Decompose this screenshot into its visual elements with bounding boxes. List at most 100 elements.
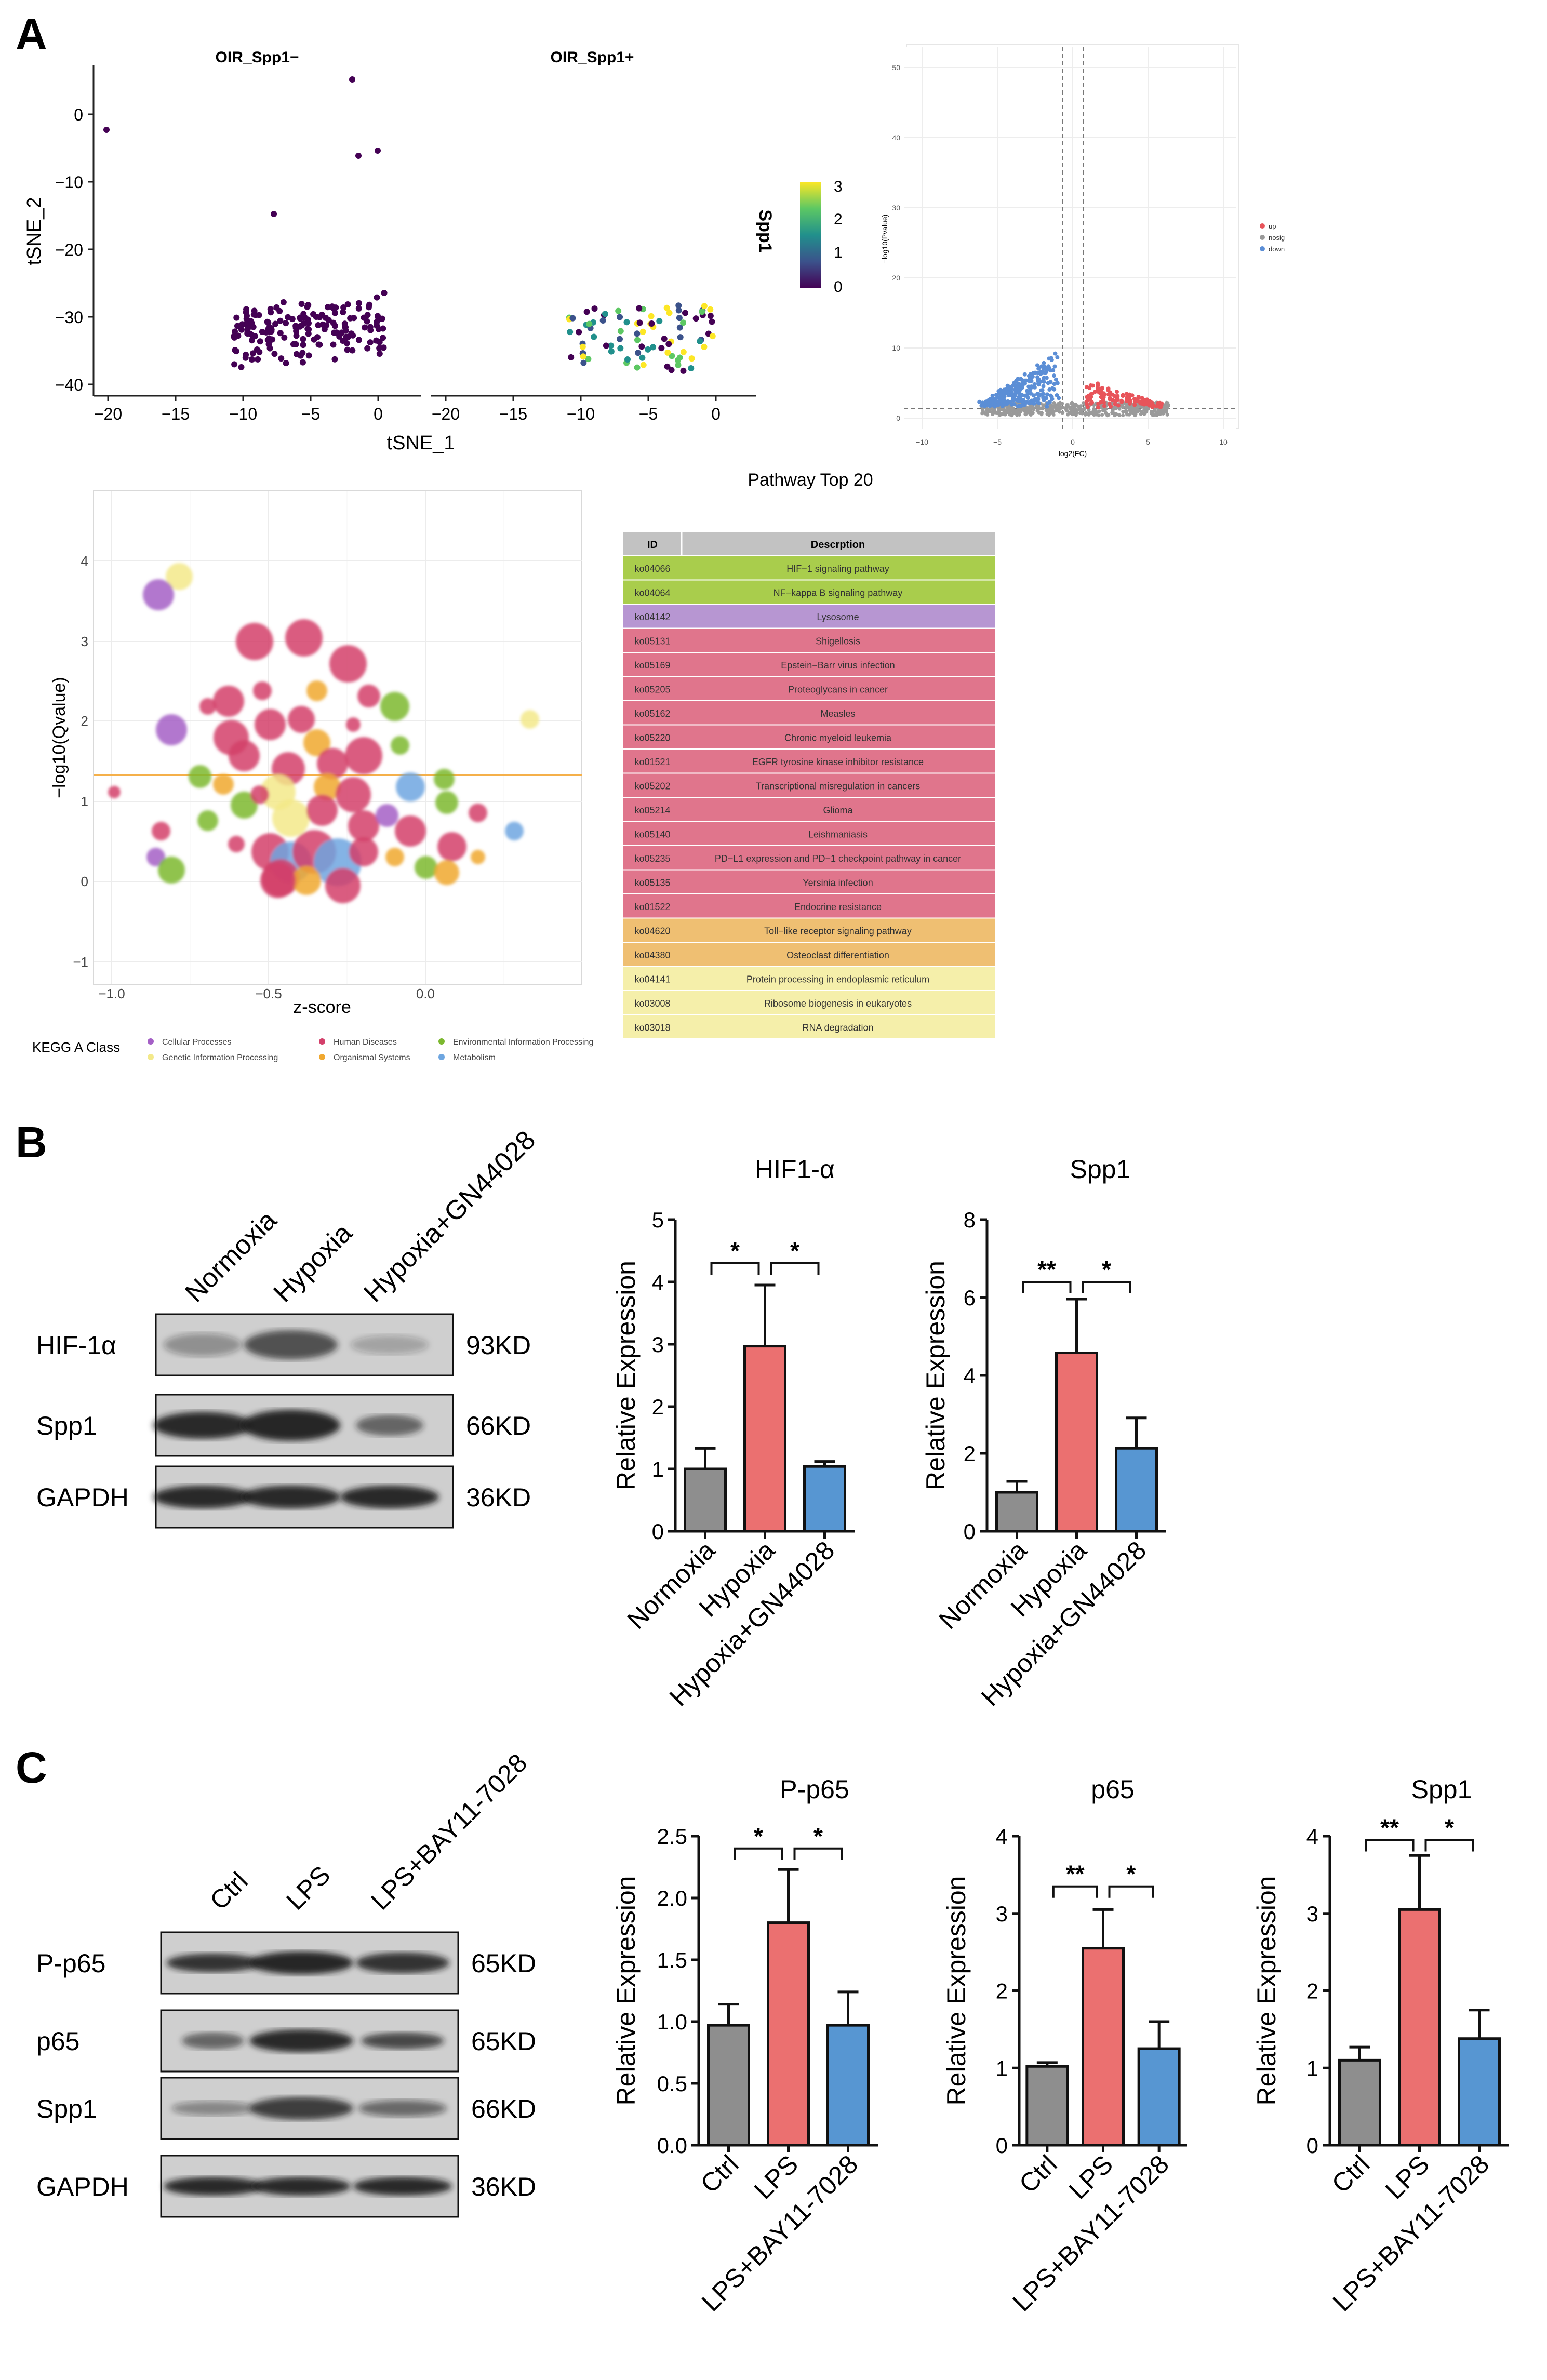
blot-lane-label: LPS+BAY11-7028 <box>365 1748 532 1915</box>
volcano-point <box>1029 412 1033 417</box>
tsne-point <box>361 324 368 331</box>
volcano-point <box>1045 404 1049 409</box>
volcano-point <box>1039 388 1044 393</box>
volcano-point <box>1053 351 1058 356</box>
tsne-ytick-label: −10 <box>55 173 83 192</box>
pathway-row <box>623 605 995 628</box>
chart-ytick-label: 3 <box>1306 1902 1318 1926</box>
blot-lane-label: Hypoxia+GN44028 <box>358 1125 541 1308</box>
blot-band <box>242 1410 340 1441</box>
tsne-point <box>330 341 337 348</box>
volcano-point <box>1119 399 1124 404</box>
kegg-bubble <box>437 832 466 861</box>
pathway-description: EGFR tyrosine kinase inhibitor resistanc… <box>752 757 924 767</box>
tsne-point <box>280 299 287 305</box>
tsne-point <box>664 349 671 356</box>
blot-protein-label: GAPDH <box>36 1483 129 1512</box>
pathway-row <box>623 894 995 918</box>
blot-band <box>244 1330 338 1359</box>
volcano-point <box>981 410 985 415</box>
volcano-xtick-label: 0 <box>1071 438 1075 446</box>
kegg-legend-label: Cellular Processes <box>162 1038 231 1047</box>
volcano-point <box>1117 413 1122 417</box>
tsne-point <box>364 345 371 352</box>
volcano-point <box>1005 383 1010 388</box>
chart-significance-bracket <box>793 1847 843 1860</box>
chart-bar <box>707 2024 750 2147</box>
pathway-description: Leishmaniasis <box>808 830 868 840</box>
tsne-point <box>608 342 615 349</box>
chart-ytick-label: 1 <box>652 1457 664 1481</box>
chart-ytick-label: 3 <box>652 1332 664 1357</box>
tsne-point <box>271 211 277 217</box>
volcano-point <box>1153 409 1157 413</box>
bubble-xtick-label: 0.0 <box>416 986 435 1001</box>
volcano-point <box>1016 387 1020 392</box>
volcano-point <box>1052 373 1057 378</box>
volcano-point <box>1132 396 1137 401</box>
tsne-xtick-label: −10 <box>229 405 257 423</box>
volcano-ytick-label: 20 <box>892 274 900 282</box>
tsne-point <box>249 350 256 357</box>
chart-ytick-label: 0 <box>652 1519 664 1544</box>
tsne-point <box>243 306 250 313</box>
volcano-point <box>1084 411 1088 415</box>
volcano-point <box>1096 383 1100 387</box>
tsne-point <box>583 309 590 315</box>
tsne-point <box>675 302 682 309</box>
volcano-legend-label: nosig <box>1269 234 1285 242</box>
volcano-point <box>1028 377 1032 381</box>
tsne-point <box>252 333 259 340</box>
kegg-bubble <box>306 680 327 701</box>
volcano-point <box>1097 409 1101 413</box>
volcano-point <box>1097 413 1101 418</box>
tsne-point <box>257 338 263 345</box>
tsne-title-pos: OIR_Spp1+ <box>551 49 634 66</box>
tsne-point <box>272 320 279 327</box>
volcano-point <box>1051 368 1056 372</box>
kegg-bubble-plot: −1.0 −0.5 0.0 4 3 2 1 0 −1 z-score −log10(Qvalue… <box>32 490 593 1062</box>
volcano-point <box>1115 390 1119 394</box>
volcano-ticks: −10 −5 0 5 10 0 10 20 30 40 50 <box>892 63 1228 446</box>
tsne-point <box>231 361 238 368</box>
pathway-description: Epstein−Barr virus infection <box>781 660 895 671</box>
chart-bar <box>743 1345 786 1533</box>
tsne-xtick-label: −10 <box>567 405 595 423</box>
pathway-row <box>623 798 995 821</box>
volcano-ytick-label: 0 <box>896 414 900 422</box>
tsne-point <box>331 323 338 329</box>
volcano-point <box>1087 385 1092 390</box>
tsne-point <box>233 314 240 321</box>
pathway-id: ko05235 <box>634 853 670 864</box>
tsne-point <box>701 303 708 310</box>
volcano-point <box>1039 411 1044 415</box>
volcano-point <box>1044 408 1048 412</box>
tsne-point <box>268 309 274 316</box>
volcano-legend-swatch <box>1260 235 1265 240</box>
volcano-point <box>991 412 995 416</box>
pathway-rows: ko04066 HIF−1 signaling pathway ko04064 NF−… <box>623 556 995 1038</box>
tsne-point <box>680 349 687 355</box>
chart-bar <box>826 2024 870 2147</box>
tsne-point <box>367 327 374 333</box>
pathway-description: RNA degradation <box>802 1023 873 1033</box>
chart-ytick-label: 4 <box>964 1363 976 1388</box>
volcano-point <box>996 403 1001 407</box>
volcano-point <box>1026 396 1031 400</box>
blot-protein-label: GAPDH <box>36 2172 129 2201</box>
chart-bar <box>803 1465 846 1533</box>
pathway-id: ko05169 <box>634 660 670 671</box>
tsne-point <box>340 309 346 316</box>
volcano-point <box>1032 406 1036 410</box>
kegg-bubble <box>471 850 485 864</box>
volcano-point <box>1036 407 1040 411</box>
volcano-point <box>1035 375 1040 380</box>
tsne-point <box>636 319 643 326</box>
kegg-bubble <box>376 804 398 827</box>
volcano-point <box>1069 411 1073 415</box>
tsne-point <box>344 346 351 353</box>
panel-label-c: C <box>16 1743 47 1792</box>
